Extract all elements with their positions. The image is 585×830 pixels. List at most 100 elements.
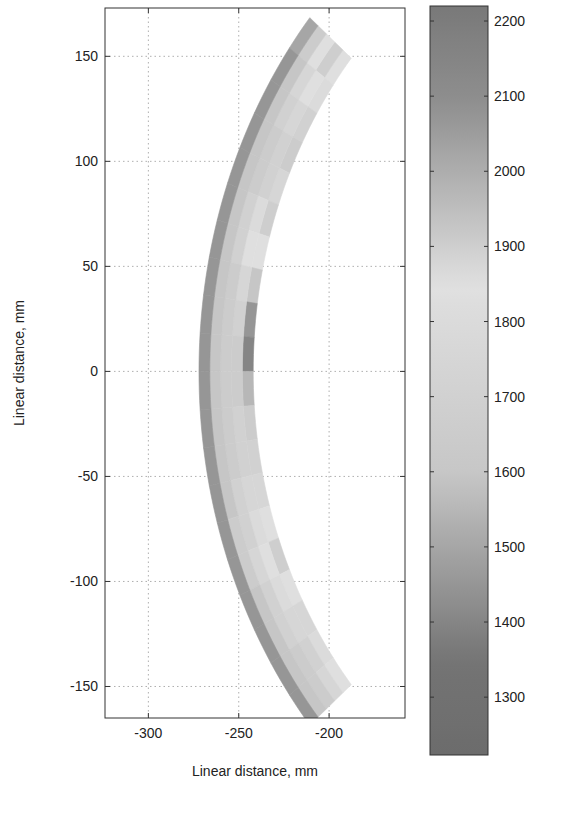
heat-cell	[242, 371, 254, 406]
heat-cell	[200, 295, 214, 334]
heat-cell	[209, 220, 227, 260]
colorbar-tick-label: 2200	[494, 13, 525, 29]
colorbar-tick-label: 1800	[494, 314, 525, 330]
tick	[400, 581, 405, 582]
tick	[148, 713, 149, 718]
tick	[484, 96, 488, 97]
tick	[484, 546, 488, 547]
cells	[199, 18, 351, 718]
grid-line	[329, 8, 330, 718]
heat-cell	[254, 80, 280, 119]
colorbar-tick-label: 2000	[494, 163, 525, 179]
tick	[484, 622, 488, 623]
heat-cell	[232, 336, 244, 372]
tick	[430, 96, 434, 97]
tick	[238, 8, 239, 13]
tick	[400, 371, 405, 372]
heat-cell	[209, 483, 227, 523]
tick-label: -50	[78, 468, 98, 484]
tick	[105, 581, 110, 582]
tick	[484, 21, 488, 22]
heat-cell	[240, 590, 264, 630]
colorbar-tick-label: 1600	[494, 464, 525, 480]
heat-cell	[289, 687, 318, 718]
colorbar-tick-label: 1900	[494, 238, 525, 254]
heat-cell	[232, 371, 244, 407]
tick	[105, 266, 110, 267]
grid-line	[148, 8, 149, 718]
heat-cell	[217, 520, 237, 560]
grid-line	[105, 56, 405, 57]
heat-cell	[199, 333, 211, 371]
tick	[430, 622, 434, 623]
plot-background	[105, 8, 405, 718]
tick	[430, 21, 434, 22]
tick	[484, 697, 488, 698]
tick-label: 100	[75, 153, 99, 169]
tick	[238, 713, 239, 718]
tick	[430, 396, 434, 397]
colorbar	[430, 6, 488, 755]
tick	[148, 8, 149, 13]
heat-cell	[289, 18, 318, 56]
tick-label: 50	[82, 258, 98, 274]
heat-cell	[240, 113, 264, 153]
tick	[400, 161, 405, 162]
grid	[105, 8, 405, 718]
tick-label: -100	[70, 573, 98, 589]
tick	[484, 246, 488, 247]
heat-cell	[217, 183, 237, 223]
heat-cell	[228, 148, 250, 188]
heat-cell	[271, 656, 298, 695]
tick	[400, 56, 405, 57]
heat-cell	[228, 555, 250, 595]
tick-label: 0	[90, 363, 98, 379]
colorbar-tick-label: 1300	[494, 689, 525, 705]
heat-cell	[210, 371, 222, 409]
heat-cell	[271, 48, 298, 87]
chart: -300 -250 -200 -150 -100 -50 0 50 100 150 Linear d…	[0, 0, 585, 830]
colorbar-tick-label: 1500	[494, 539, 525, 555]
colorbar-tick-label: 2100	[494, 88, 525, 104]
grid-line	[105, 686, 405, 687]
ticks: -300 -250 -200 -150 -100 -50 0 50 100 150	[70, 8, 405, 741]
tick	[430, 471, 434, 472]
tick	[400, 686, 405, 687]
tick	[430, 546, 434, 547]
tick	[484, 171, 488, 172]
tick	[484, 321, 488, 322]
y-axis-title: Linear distance, mm	[11, 300, 27, 426]
heat-cell	[221, 371, 233, 408]
tick	[105, 686, 110, 687]
tick	[430, 697, 434, 698]
tick-label: -250	[225, 725, 253, 741]
heat-cell	[210, 334, 222, 372]
tick	[430, 321, 434, 322]
heat-cell	[204, 257, 220, 297]
tick-label: -300	[134, 725, 162, 741]
tick	[400, 266, 405, 267]
tick	[484, 396, 488, 397]
colorbar-tick-label: 1400	[494, 614, 525, 630]
heat-cell	[199, 371, 211, 409]
heat-cell	[254, 624, 280, 663]
tick	[105, 371, 110, 372]
tick-label: -200	[315, 725, 343, 741]
tick	[105, 161, 110, 162]
grid-line	[105, 371, 405, 372]
heat-cell	[200, 409, 214, 448]
tick	[400, 476, 405, 477]
tick	[329, 8, 330, 13]
heat-cell	[221, 335, 233, 372]
tick	[430, 246, 434, 247]
tick	[484, 471, 488, 472]
tick-label: 150	[75, 48, 99, 64]
x-axis-title: Linear distance, mm	[192, 763, 318, 779]
tick	[430, 171, 434, 172]
colorbar-ticks: 1300140015001600170018001900200021002200	[430, 13, 525, 705]
heat-cell	[204, 446, 220, 486]
tick-label: -150	[70, 678, 98, 694]
tick	[329, 713, 330, 718]
tick	[105, 476, 110, 477]
plot-frame	[105, 8, 405, 718]
